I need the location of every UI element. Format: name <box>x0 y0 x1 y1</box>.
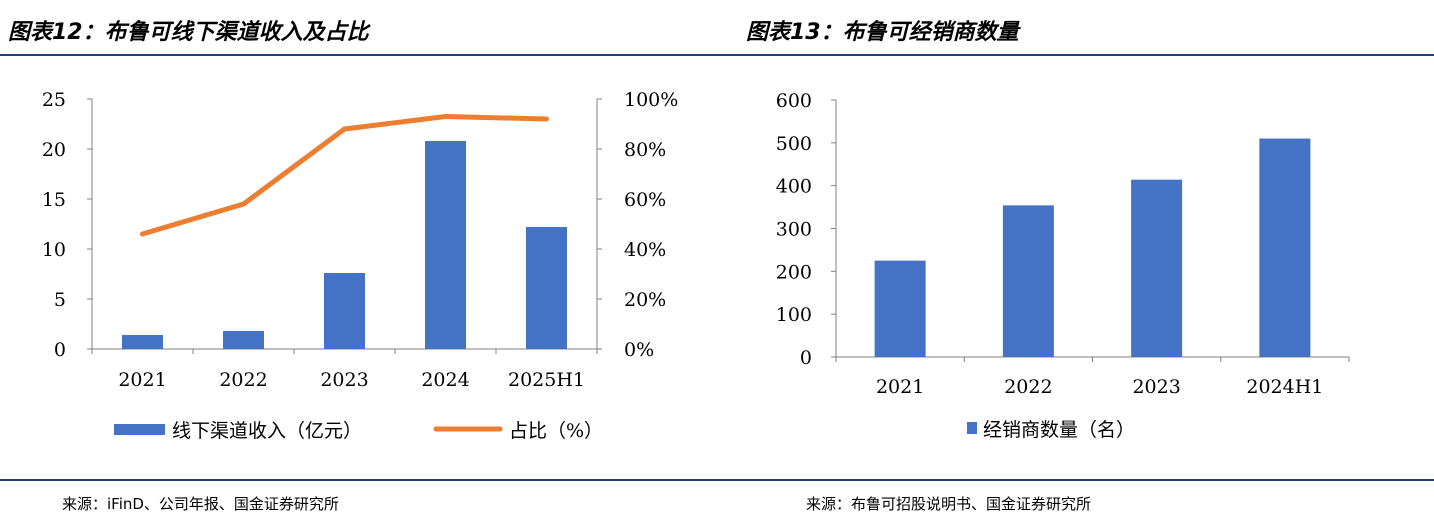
left-source-note: 来源：iFinD、公司年报、国金证券研究所 <box>62 495 339 513</box>
x-tick-label: 2022 <box>219 369 267 391</box>
legend-bar-label: 线下渠道收入（亿元） <box>172 420 362 442</box>
x-tick-label: 2022 <box>1004 376 1052 398</box>
revenue-bar <box>324 273 365 349</box>
left-y-tick-label: 5 <box>54 289 66 311</box>
x-tick-label: 2024 <box>421 369 469 391</box>
footer-divider <box>0 479 1434 481</box>
y-tick-label: 400 <box>776 176 812 198</box>
right-y-tick-label: 60% <box>624 189 666 211</box>
distributor-bar <box>1259 138 1311 357</box>
distributor-bar <box>1131 179 1183 357</box>
left-y-tick-label: 15 <box>42 189 66 211</box>
revenue-bar <box>122 335 163 349</box>
x-tick-label: 2021 <box>118 369 166 391</box>
legend-line-label: 占比（%） <box>509 420 603 442</box>
right-y-tick-label: 20% <box>624 289 666 311</box>
left-y-tick-label: 0 <box>54 339 66 361</box>
y-tick-label: 100 <box>776 304 812 326</box>
right-chart-title: 图表13：布鲁可经销商数量 <box>746 20 1019 45</box>
x-tick-label: 2025H1 <box>508 369 585 391</box>
left-y-tick-label: 10 <box>42 239 66 261</box>
y-tick-label: 200 <box>776 261 812 283</box>
header-divider <box>0 54 1434 56</box>
x-tick-label: 2023 <box>1132 376 1180 398</box>
legend-bar-swatch <box>967 422 977 434</box>
right-source-note: 来源：布鲁可招股说明书、国金证券研究所 <box>806 495 1092 513</box>
x-tick-label: 2024H1 <box>1246 376 1323 398</box>
distributor-bar <box>874 260 926 357</box>
legend-bar-label: 经销商数量（名） <box>983 419 1135 441</box>
revenue-bar <box>425 141 466 349</box>
y-tick-label: 600 <box>776 90 812 112</box>
left-chart-title: 图表12：布鲁可线下渠道收入及占比 <box>8 20 369 45</box>
revenue-bar <box>223 331 264 349</box>
y-tick-label: 0 <box>800 347 812 369</box>
x-tick-label: 2021 <box>876 376 924 398</box>
left-y-tick-label: 25 <box>42 89 66 111</box>
x-tick-label: 2023 <box>320 369 368 391</box>
right-y-tick-label: 100% <box>624 89 678 111</box>
y-tick-label: 300 <box>776 219 812 241</box>
right-y-tick-label: 80% <box>624 139 666 161</box>
y-tick-label: 500 <box>776 133 812 155</box>
left-y-tick-label: 20 <box>42 139 66 161</box>
distributor-bar <box>1002 205 1054 357</box>
right-y-tick-label: 0% <box>624 339 654 361</box>
revenue-bar <box>526 227 567 349</box>
right-y-tick-label: 40% <box>624 239 666 261</box>
legend-bar-swatch <box>114 424 165 435</box>
